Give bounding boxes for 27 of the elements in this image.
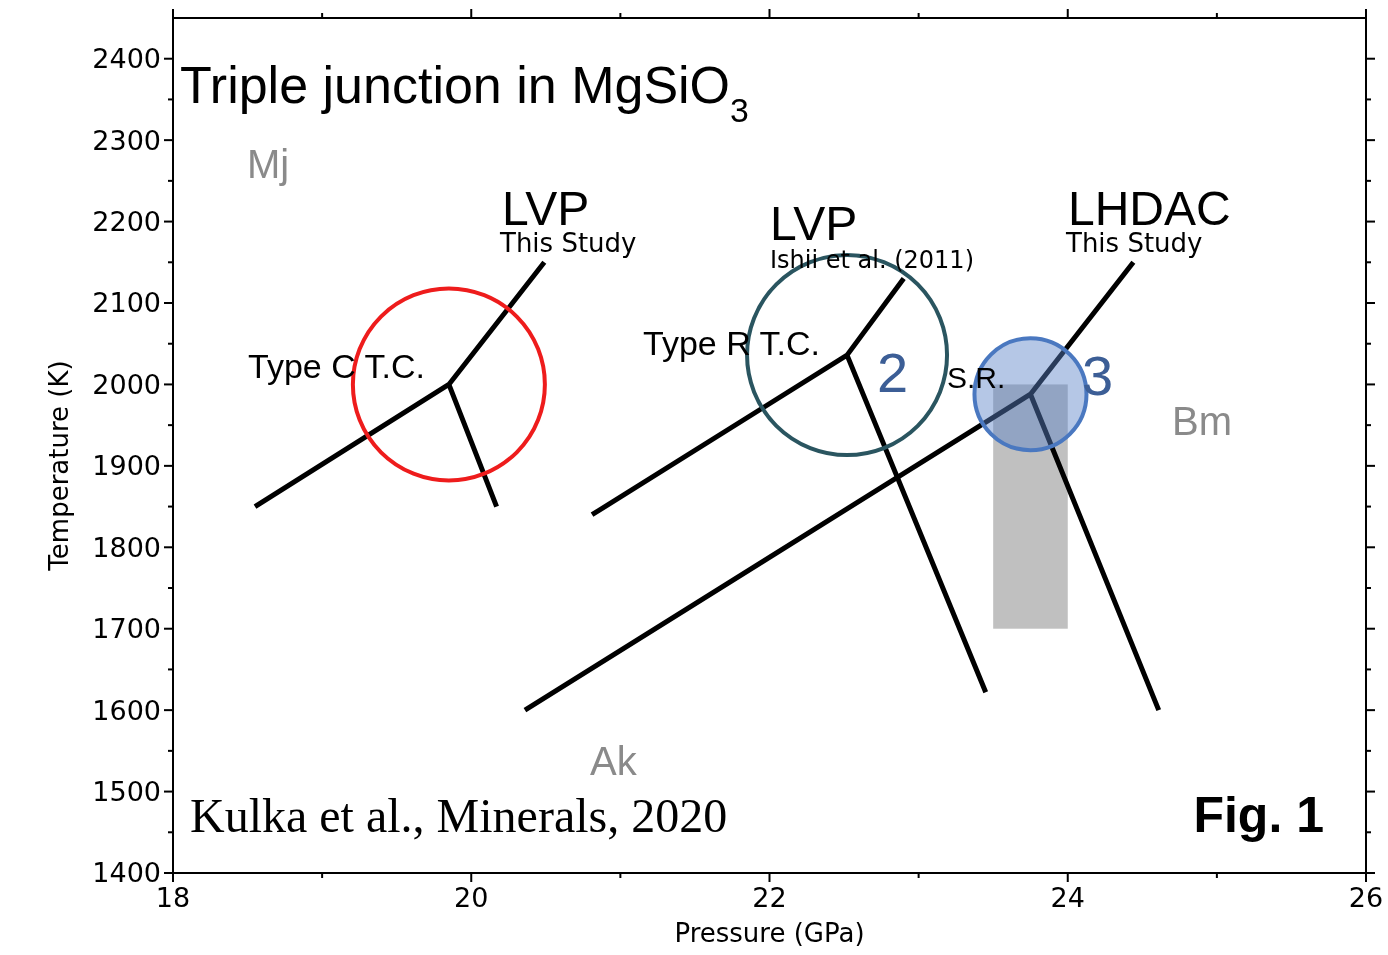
text: Triple junction in MgSiO$_{3}$: [180, 56, 749, 129]
y-tick-label: 2000: [92, 368, 161, 400]
y-tick-label: 1900: [92, 450, 161, 482]
x-tick-label: 18: [155, 882, 191, 913]
annotation: LVP: [770, 197, 858, 250]
y-tick-label: 2100: [92, 287, 161, 319]
y-tick-label: 2400: [92, 43, 161, 75]
y-tick-label: 2300: [92, 124, 161, 156]
y-tick-label: 1500: [92, 776, 161, 808]
x-tick-label: 24: [1050, 882, 1085, 913]
annotation: Mj: [247, 142, 290, 186]
y-tick-label: 2200: [92, 206, 161, 238]
annotation: S.R.: [947, 361, 1006, 394]
y-tick-label: 1700: [92, 613, 161, 645]
x-tick-label: 20: [454, 882, 489, 913]
x-tick-label: 22: [752, 882, 787, 913]
annotation: 2: [877, 341, 909, 404]
annotation: Ak: [590, 739, 638, 783]
x-axis-title: Pressure (GPa): [674, 918, 865, 948]
annotation: Fig. 1: [1193, 787, 1324, 843]
y-tick-label: 1600: [92, 694, 161, 726]
x-tick-label: 26: [1348, 882, 1384, 913]
annotation: Bm: [1172, 399, 1232, 443]
y-axis-title: Temperature (K): [44, 360, 74, 572]
annotation: 3: [1082, 344, 1114, 407]
annotation: Kulka et al., Minerals, 2020: [190, 789, 728, 842]
y-tick-label: 1800: [92, 531, 161, 563]
